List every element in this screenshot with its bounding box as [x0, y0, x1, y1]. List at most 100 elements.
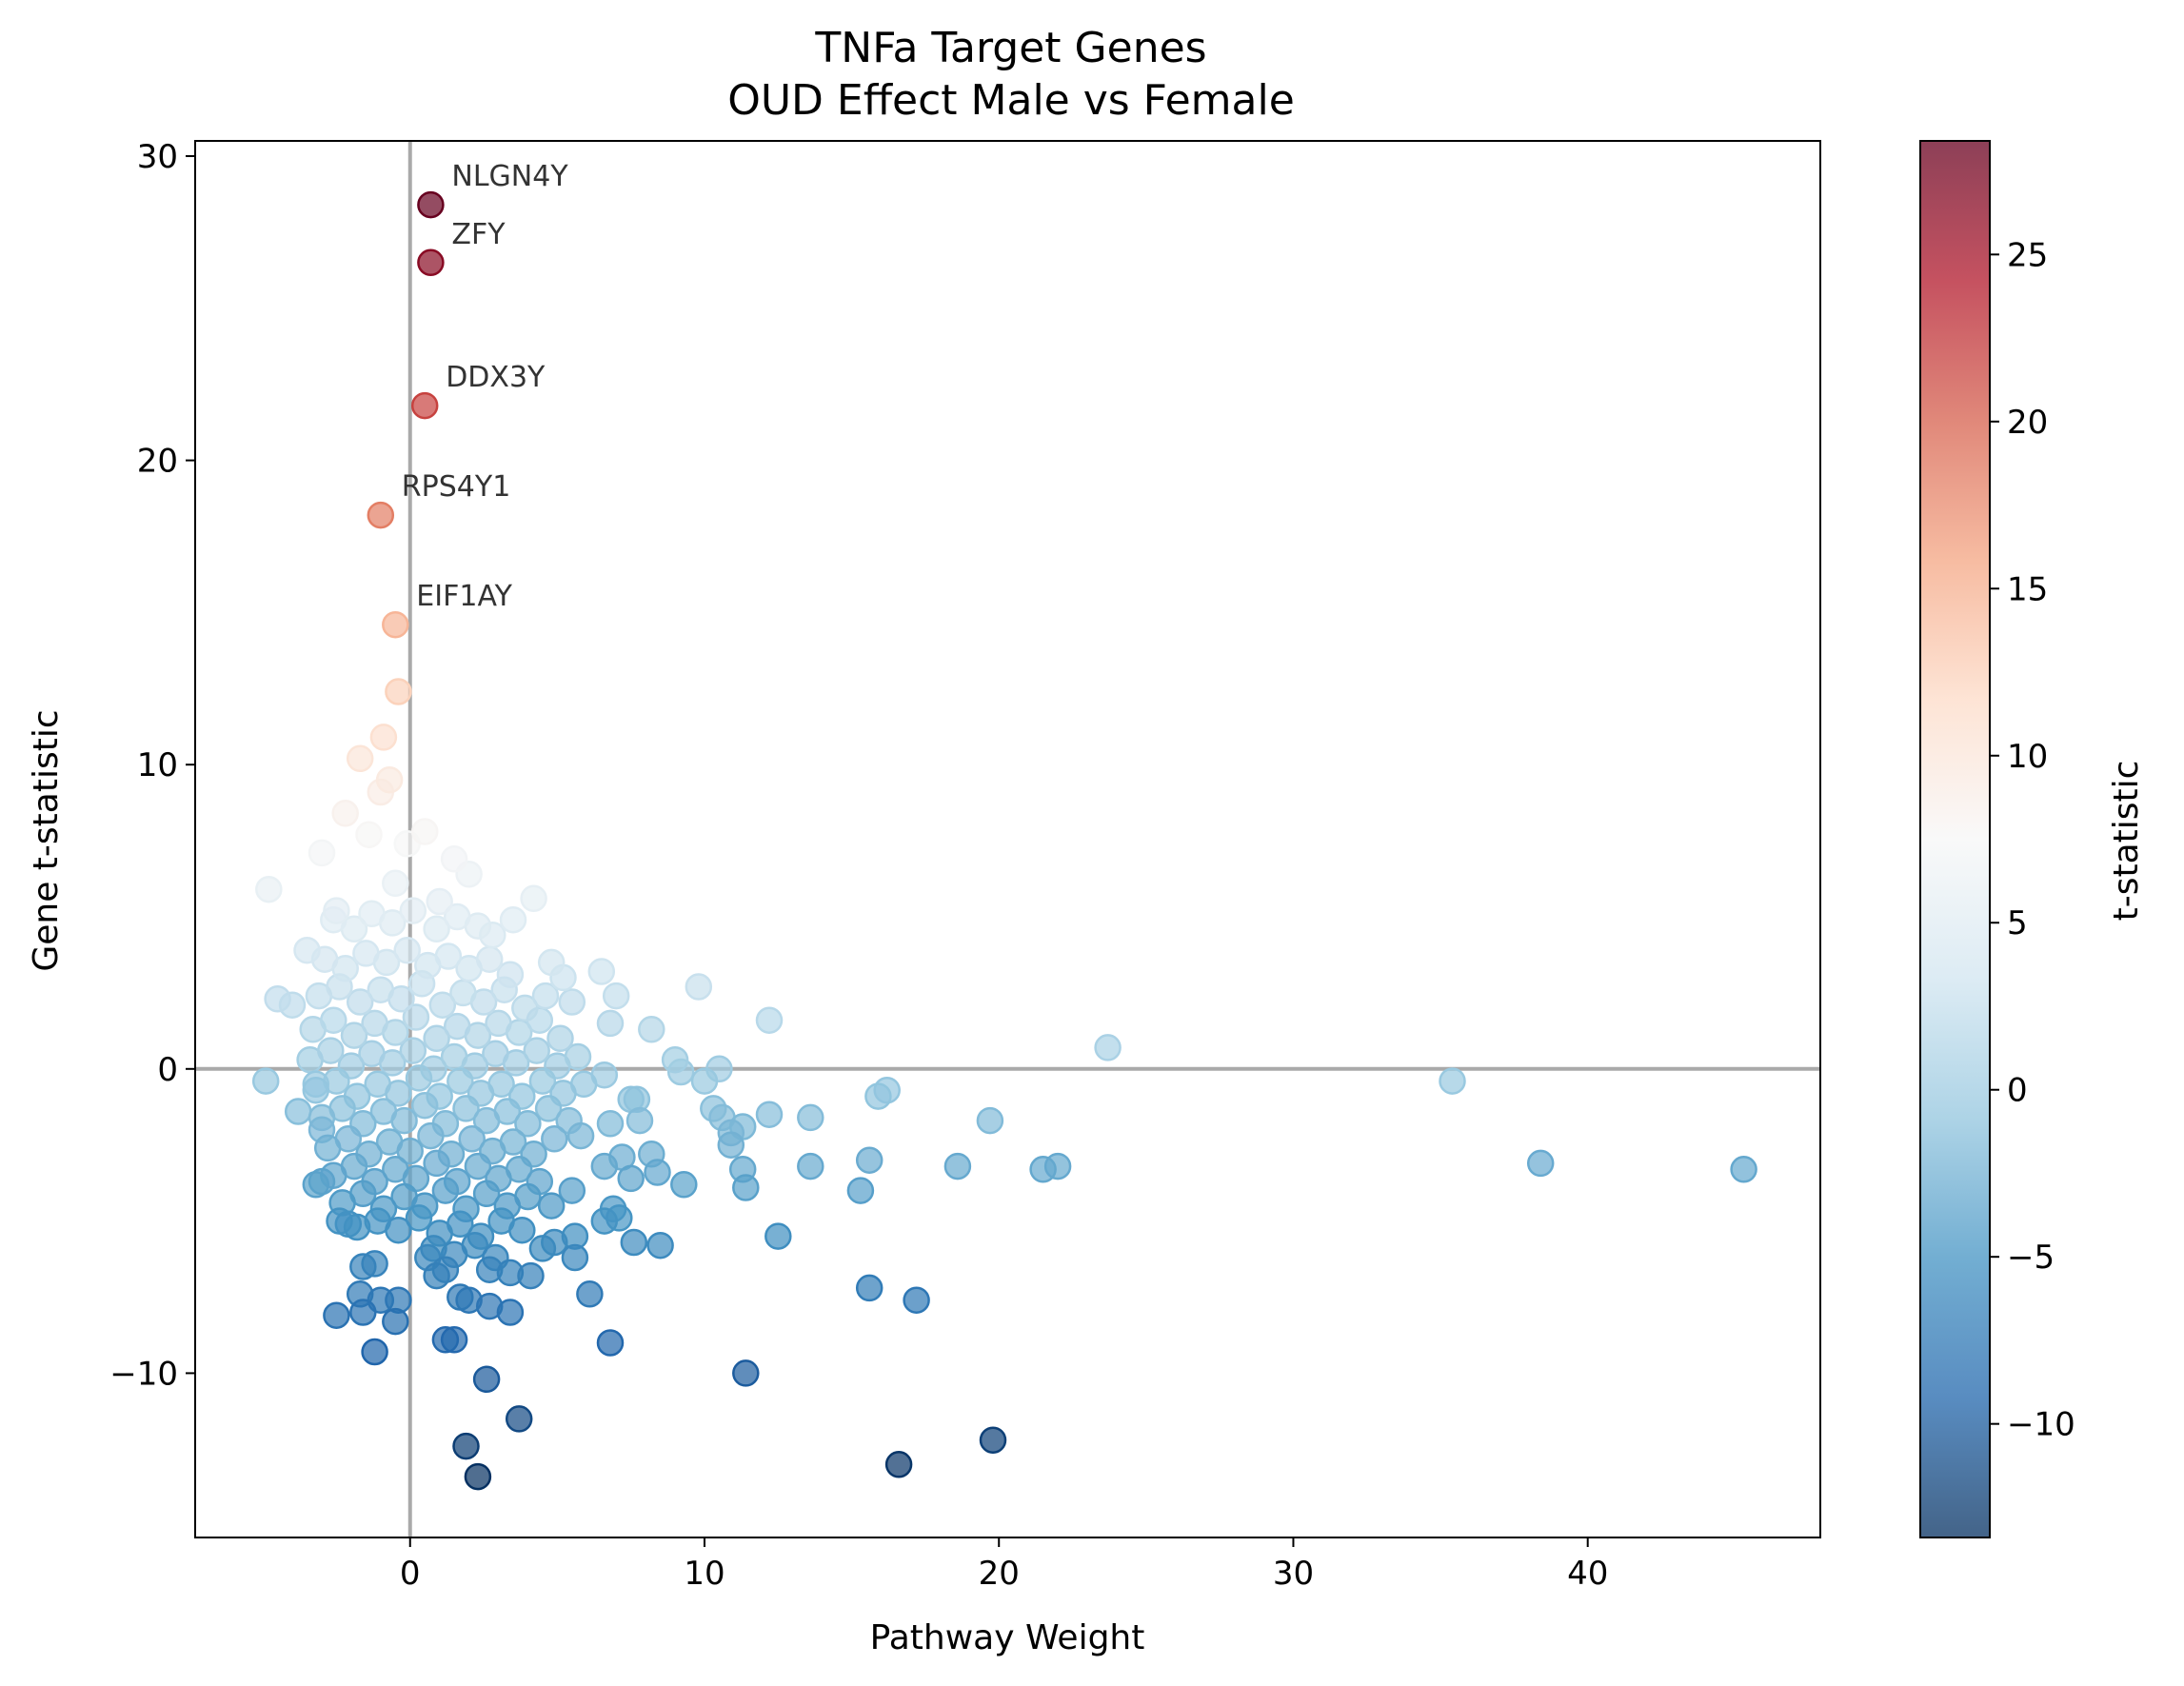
data-point — [797, 1103, 824, 1132]
colorbar-ticks: −10 −5 0 5 10 15 20 25 — [1990, 236, 2075, 1444]
data-point — [528, 1235, 557, 1262]
data-point — [602, 982, 630, 1010]
colorbar — [1919, 140, 1991, 1538]
x-axis-ticks: 0 10 20 30 40 — [400, 1537, 1608, 1593]
data-point — [331, 800, 359, 827]
data-point — [385, 1216, 412, 1244]
y-axis-label: Gene t-statistic — [27, 709, 66, 971]
data-point — [361, 1338, 388, 1366]
data-point — [399, 1037, 427, 1064]
data-point — [367, 976, 395, 1003]
data-point — [417, 190, 445, 219]
data-point — [537, 948, 566, 977]
colorbar-tick-label: 0 — [2007, 1072, 2028, 1110]
data-point — [541, 1125, 568, 1153]
data-point — [449, 979, 477, 1007]
data-point — [690, 1067, 719, 1095]
data-point — [385, 1080, 412, 1107]
data-point — [979, 1426, 1007, 1454]
data-point — [340, 1022, 368, 1049]
data-point — [475, 945, 504, 973]
data-point — [431, 1177, 460, 1204]
data-point — [410, 1091, 439, 1120]
data-point — [625, 1106, 654, 1135]
data-points — [251, 190, 1757, 1491]
data-point — [472, 1180, 501, 1208]
data-point — [485, 1009, 512, 1038]
data-point — [399, 897, 427, 924]
data-point — [452, 1095, 480, 1122]
data-point — [496, 1299, 525, 1326]
data-point — [561, 1243, 589, 1272]
data-point — [396, 1137, 424, 1165]
x-tick-label: 40 — [1567, 1555, 1608, 1593]
data-point — [428, 991, 457, 1019]
data-point — [546, 1024, 574, 1053]
data-point — [499, 905, 527, 934]
data-point — [517, 1261, 545, 1290]
data-point — [1730, 1156, 1757, 1183]
data-point — [358, 900, 386, 928]
data-point — [755, 1006, 784, 1034]
data-point — [520, 884, 547, 913]
data-point — [508, 1216, 536, 1244]
data-point — [410, 818, 439, 845]
data-point — [1029, 1156, 1057, 1183]
data-point — [382, 610, 409, 639]
data-point — [423, 1261, 450, 1290]
data-point — [464, 1462, 492, 1491]
data-point — [443, 1012, 471, 1041]
data-point — [587, 958, 616, 985]
data-point — [293, 936, 321, 964]
data-point — [566, 1121, 595, 1150]
data-point — [346, 988, 374, 1016]
data-point — [511, 994, 539, 1022]
y-tick-label: 10 — [137, 746, 178, 784]
data-point — [558, 1177, 586, 1204]
data-point — [308, 839, 336, 867]
data-point — [531, 982, 560, 1010]
data-point — [717, 1131, 745, 1159]
data-point — [732, 1174, 760, 1201]
data-point — [423, 1024, 450, 1053]
data-point — [375, 765, 404, 794]
data-point — [903, 1286, 930, 1314]
data-point — [417, 1121, 445, 1150]
data-point — [417, 248, 445, 277]
y-tick-label: 30 — [137, 138, 178, 176]
plot-frame — [194, 140, 1821, 1538]
chart-title: TNFa Target Genes — [814, 24, 1206, 72]
data-point — [464, 1152, 492, 1180]
y-tick-label: 20 — [137, 443, 178, 481]
colorbar-tick-label: −5 — [2007, 1239, 2055, 1277]
colorbar-tick-label: −10 — [2007, 1406, 2075, 1444]
data-point — [447, 1067, 474, 1095]
data-point — [355, 821, 383, 848]
data-point — [661, 1045, 689, 1074]
point-annotation-label: RPS4Y1 — [402, 470, 510, 504]
data-point — [313, 1134, 342, 1162]
colorbar-tick-label: 20 — [2007, 404, 2048, 442]
data-point — [349, 1299, 377, 1326]
point-annotation-label: EIF1AY — [416, 580, 512, 613]
data-point — [302, 1171, 330, 1199]
data-point — [323, 1301, 350, 1329]
data-point — [943, 1152, 972, 1180]
data-point — [620, 1228, 648, 1257]
x-tick-label: 10 — [684, 1555, 725, 1593]
data-point — [576, 1280, 604, 1308]
data-point — [405, 1204, 433, 1232]
point-annotation-label: NLGN4Y — [451, 160, 568, 193]
data-point — [410, 391, 439, 420]
data-point — [496, 961, 525, 988]
colorbar-tick-label: 25 — [2007, 236, 2048, 274]
data-point — [443, 903, 471, 931]
data-point — [534, 1095, 563, 1122]
data-point — [284, 1098, 312, 1125]
data-point — [638, 1016, 665, 1043]
data-point — [755, 1101, 784, 1128]
data-point — [864, 1082, 892, 1110]
data-point — [1439, 1067, 1466, 1095]
data-point — [528, 1067, 557, 1095]
